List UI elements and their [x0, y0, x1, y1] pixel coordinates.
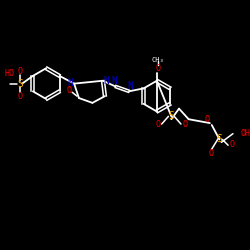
Text: O: O — [155, 64, 160, 73]
Text: O: O — [18, 92, 23, 100]
Text: O: O — [18, 66, 23, 76]
Text: O: O — [67, 86, 72, 95]
Text: O: O — [230, 140, 234, 149]
Text: N: N — [127, 80, 133, 90]
Text: S: S — [17, 78, 23, 88]
Text: HO: HO — [4, 70, 15, 78]
Text: CH₃: CH₃ — [152, 56, 164, 62]
Text: O: O — [204, 115, 210, 124]
Text: S: S — [168, 111, 174, 121]
Text: O: O — [155, 120, 160, 128]
Text: N: N — [103, 76, 109, 86]
Text: S: S — [216, 134, 222, 144]
Text: O: O — [182, 120, 187, 128]
Text: N: N — [67, 78, 73, 88]
Text: N: N — [112, 76, 117, 86]
Text: O: O — [208, 149, 213, 158]
Text: OH: OH — [240, 129, 250, 138]
